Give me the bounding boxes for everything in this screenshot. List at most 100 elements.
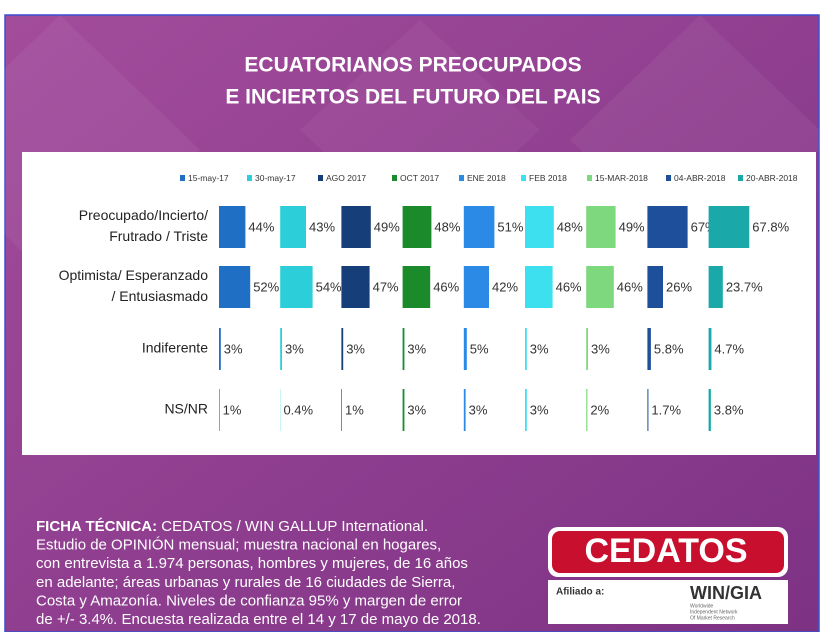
bar: [647, 206, 687, 248]
bar: [341, 328, 343, 370]
bar: [647, 389, 648, 431]
bar: [280, 206, 306, 248]
value-label: 5.8%: [654, 341, 684, 356]
footer-line: con entrevista a 1.974 personas, hombres…: [36, 555, 468, 572]
bar: [219, 206, 245, 248]
logo-affiliate: Afiliado a:: [556, 587, 604, 598]
value-label: 46%: [617, 279, 643, 294]
bar: [219, 389, 220, 431]
value-label: 54%: [316, 279, 342, 294]
value-label: 46%: [433, 279, 459, 294]
bar: [709, 266, 723, 308]
value-label: 26%: [666, 279, 692, 294]
bar: [586, 328, 588, 370]
category-label: Frutrado / Triste: [109, 228, 208, 244]
bar: [341, 266, 369, 308]
value-label: 3%: [407, 402, 426, 417]
legend-swatch: [247, 175, 252, 181]
value-label: 1%: [223, 402, 242, 417]
value-label: 3.8%: [714, 402, 744, 417]
logo: CEDATOS Afiliado a: WIN/GIA Worldwide In…: [548, 527, 788, 624]
footer-line: Costa y Amazonía. Niveles de confianza 9…: [36, 592, 462, 609]
category-label: Indiferente: [142, 340, 208, 356]
value-label: 3%: [591, 341, 610, 356]
bar: [709, 206, 750, 248]
category-label: Optimista/ Esperanzado: [59, 267, 209, 283]
legend-swatch: [180, 175, 185, 181]
value-label: 67.8%: [752, 219, 789, 234]
footer-line: en adelante; áreas urbanas y rurales de …: [36, 574, 455, 591]
legend-swatch: [587, 175, 592, 181]
value-label: 5%: [470, 341, 489, 356]
value-label: 4.7%: [714, 341, 744, 356]
value-label: 49%: [619, 219, 645, 234]
footer-line: Estudio de OPINIÓN mensual; muestra naci…: [36, 537, 441, 554]
value-label: 48%: [557, 219, 583, 234]
bar: [464, 389, 466, 431]
category-label: NS/NR: [164, 401, 208, 417]
logo-partner: WIN/GIA: [690, 583, 762, 603]
bar: [525, 389, 527, 431]
legend-swatch: [392, 175, 397, 181]
bar: [586, 389, 587, 431]
value-label: 3%: [469, 402, 488, 417]
bar: [219, 328, 221, 370]
value-label: 3%: [530, 402, 549, 417]
legend-label: 15-MAR-2018: [595, 173, 648, 183]
bar: [464, 328, 467, 370]
bar: [586, 266, 614, 308]
title: ECUATORIANOS PREOCUPADOS: [244, 54, 581, 77]
value-label: 23.7%: [726, 279, 763, 294]
bar: [464, 206, 495, 248]
legend-label: OCT 2017: [400, 173, 439, 183]
legend-swatch: [738, 175, 743, 181]
value-label: 3%: [346, 341, 365, 356]
category-label: / Entusiasmado: [112, 288, 209, 304]
bar: [647, 266, 663, 308]
value-label: 51%: [497, 219, 523, 234]
value-label: 1.7%: [651, 402, 681, 417]
bar: [525, 206, 554, 248]
value-label: 49%: [374, 219, 400, 234]
bar: [525, 328, 527, 370]
bar: [219, 266, 250, 308]
footer: FICHA TÉCNICA: CEDATOS / WIN GALLUP Inte…: [36, 518, 481, 628]
title: E INCIERTOS DEL FUTURO DEL PAIS: [225, 86, 600, 109]
footer-text: CEDATOS / WIN GALLUP International.: [157, 518, 428, 535]
value-label: 52%: [253, 279, 279, 294]
legend-label: FEB 2018: [529, 173, 567, 183]
bar: [403, 389, 405, 431]
bar: [525, 266, 553, 308]
bar: [709, 328, 712, 370]
bar: [280, 266, 312, 308]
bar: [586, 206, 615, 248]
value-label: 3%: [224, 341, 243, 356]
value-label: 46%: [556, 279, 582, 294]
value-label: 0.4%: [283, 402, 313, 417]
bar: [341, 206, 370, 248]
bar: [464, 266, 489, 308]
legend-label: AGO 2017: [326, 173, 366, 183]
bar: [403, 266, 431, 308]
bar: [341, 389, 342, 431]
value-label: 3%: [407, 341, 426, 356]
legend-swatch: [666, 175, 671, 181]
legend-label: 04-ABR-2018: [674, 173, 726, 183]
logo-name: CEDATOS: [584, 532, 747, 570]
legend-swatch: [318, 175, 323, 181]
legend-swatch: [459, 175, 464, 181]
value-label: 47%: [373, 279, 399, 294]
value-label: 42%: [492, 279, 518, 294]
value-label: 3%: [285, 341, 304, 356]
bar: [403, 206, 432, 248]
category-label: Preocupado/Incierto/: [79, 207, 208, 223]
value-label: 48%: [434, 219, 460, 234]
footer-line: de +/- 3.4%. Encuesta realizada entre el…: [36, 611, 481, 628]
value-label: 2%: [590, 402, 609, 417]
bar: [647, 328, 650, 370]
footer-label: FICHA TÉCNICA:: [36, 518, 157, 535]
bar: [403, 328, 405, 370]
legend-label: 30-may-17: [255, 173, 296, 183]
value-label: 3%: [530, 341, 549, 356]
